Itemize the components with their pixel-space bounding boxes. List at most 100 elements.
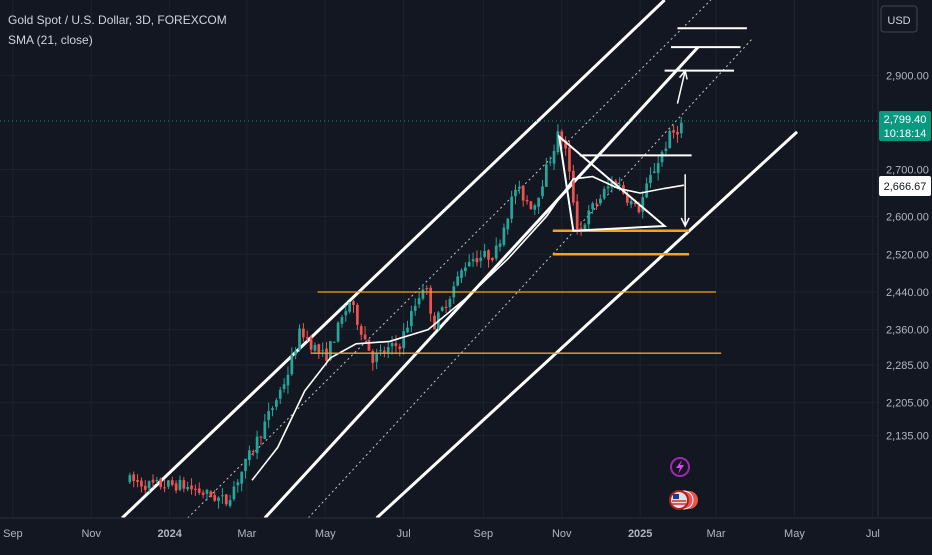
candle-body (583, 224, 587, 231)
candle-body (402, 331, 405, 349)
us-flag-event-icon[interactable] (669, 490, 698, 510)
price-tick-label: 2,700.00 (886, 165, 929, 177)
candle-body (236, 482, 240, 486)
candle-body (390, 343, 394, 347)
candle-body (672, 130, 675, 133)
candle-body (456, 276, 459, 286)
candle-body (190, 485, 193, 490)
price-tick-label: 2,600.00 (886, 212, 929, 224)
candle-body (340, 317, 344, 324)
channel-midline[interactable] (278, 37, 754, 550)
candle-body (645, 183, 648, 198)
symbol-title[interactable]: Gold Spot / U.S. Dollar, 3D, FOREXCOM (8, 13, 227, 27)
candle-body (321, 350, 325, 352)
candle-body (641, 197, 645, 212)
candle-body (525, 199, 529, 202)
candle-body (541, 186, 544, 197)
candle-body (255, 436, 259, 454)
candle-body (606, 186, 610, 189)
candle-body (267, 411, 271, 421)
candle-body (332, 341, 336, 343)
candle-body (186, 487, 190, 490)
candle-body (271, 408, 274, 411)
candle-body (275, 400, 278, 407)
price-tick-label: 2,520.00 (886, 249, 929, 261)
price-tick-label: 2,360.00 (886, 325, 929, 337)
candle-body (248, 450, 251, 460)
candle-body (510, 196, 513, 219)
price-tick-label: 2,900.00 (886, 70, 929, 82)
candle-body (379, 350, 382, 352)
time-tick-label: Mar (707, 528, 726, 540)
level-drawings[interactable] (311, 27, 747, 354)
sma-line (251, 175, 685, 481)
candle-body (556, 131, 560, 152)
time-scale-ticks: Sep Nov 2024 Mar May Jul Sep Nov 2025 Mar May Jul (3, 528, 880, 540)
currency-button[interactable] (880, 5, 918, 33)
candle-body (344, 311, 348, 316)
candle-body (529, 201, 533, 210)
candle-body (487, 250, 490, 260)
candle-body (433, 315, 436, 330)
candle-body (278, 389, 282, 399)
channel-line[interactable] (263, 46, 700, 518)
candle-body (425, 288, 429, 290)
arrow-up[interactable] (676, 70, 686, 104)
candle-body (444, 306, 448, 309)
candle-body (598, 198, 602, 204)
trend-channel-drawings[interactable] (121, 0, 799, 550)
candle-body (618, 184, 621, 186)
candle-body (406, 327, 409, 333)
candle-body (147, 481, 151, 489)
price-scale-ticks: 2,900.00 2,700.00 2,600.00 2,520.00 2,440.00… (886, 70, 929, 442)
candle-body (302, 328, 305, 338)
candle-body (494, 245, 498, 259)
time-scale[interactable] (0, 518, 878, 550)
candle-body (352, 301, 355, 305)
candle-body (167, 480, 170, 487)
candle-body (579, 227, 583, 229)
candle-body (232, 486, 236, 500)
candle-body (652, 171, 656, 174)
candle-body (224, 494, 228, 505)
lightning-icon[interactable] (670, 457, 690, 477)
indicator-label[interactable]: SMA (21, close) (8, 33, 93, 47)
candle-body (394, 343, 398, 346)
candle-body (286, 374, 290, 386)
price-tick-label: 2,285.00 (886, 360, 929, 372)
candle-body (660, 152, 664, 163)
candle-body (656, 163, 660, 173)
candle-body (329, 341, 332, 360)
candle-body (483, 251, 486, 257)
candle-body (317, 344, 321, 353)
sma-series (251, 175, 685, 481)
candle-body (568, 147, 571, 172)
candlestick-series (128, 116, 683, 509)
time-tick-label: Jul (397, 528, 411, 540)
triangle-pattern[interactable] (557, 134, 668, 232)
candle-body (298, 328, 301, 351)
price-scale[interactable] (878, 0, 932, 518)
candle-body (136, 479, 139, 482)
candle-body (371, 351, 375, 363)
time-tick-label: Mar (237, 528, 256, 540)
time-tick-label: Sep (3, 528, 23, 540)
candle-body (668, 131, 672, 149)
price-tick-label: 2,135.00 (886, 431, 929, 443)
candle-body (182, 480, 186, 489)
channel-line[interactable] (121, 0, 666, 518)
candle-body (571, 170, 575, 203)
candle-body (356, 304, 359, 325)
current-price-badge: 2,799.40 10:18:14 (879, 111, 931, 141)
candle-body (602, 188, 606, 198)
candle-body (217, 497, 220, 501)
candle-body (305, 337, 309, 339)
candle-body (552, 150, 556, 164)
candle-body (533, 205, 537, 210)
candle-body (290, 355, 294, 375)
candle-body (128, 475, 132, 483)
candle-body (464, 267, 467, 272)
channel-line[interactable] (375, 130, 799, 518)
